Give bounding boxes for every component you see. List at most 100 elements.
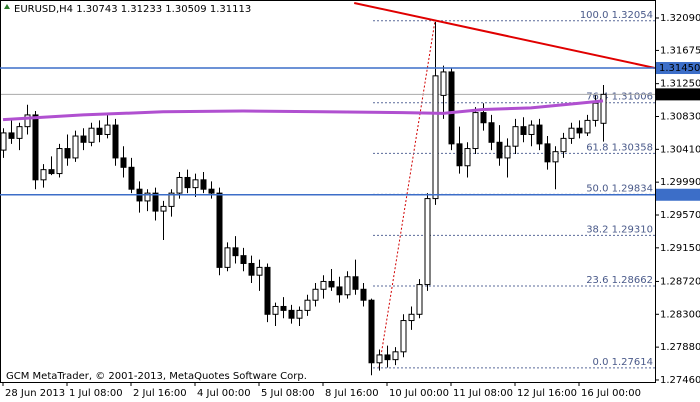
chart-header: EURUSD,H4 1.30743 1.31233 1.30509 1.3111… — [14, 4, 251, 15]
candle-body — [496, 141, 503, 159]
symbol-icon — [4, 4, 10, 9]
fibo-level-text: 23.6 — [586, 275, 608, 286]
y-tick-label: 1.30410 — [660, 144, 700, 155]
y-tick-label: 1.32090 — [660, 13, 700, 24]
candle-body — [528, 124, 535, 135]
candle-body — [368, 299, 375, 364]
candle-body — [376, 354, 383, 364]
fibo-price-text: 1.31006 — [612, 92, 653, 103]
fibo-price-text: 1.27614 — [612, 357, 653, 368]
fibo-level-text: 100.0 — [580, 10, 609, 21]
fibo-price-text: 1.29834 — [612, 183, 653, 194]
plot-area — [0, 0, 656, 383]
candle-body — [344, 276, 351, 296]
candle-body — [104, 124, 111, 135]
candle-body — [440, 71, 447, 96]
candle-body — [424, 198, 431, 286]
moving-average — [2, 99, 604, 122]
y-tick-label: 1.29570 — [660, 210, 700, 221]
candle-body — [584, 119, 591, 134]
hline-label-box — [656, 188, 700, 201]
y-tick-label: 1.27460 — [660, 375, 700, 386]
fibo-price-text: 1.30358 — [612, 142, 653, 153]
candle-body — [192, 179, 199, 189]
candle-body — [88, 127, 95, 143]
y-tick-label: 1.31675 — [660, 45, 700, 56]
x-tick-label: 5 Jul 08:00 — [261, 388, 315, 399]
candle-body — [128, 166, 135, 190]
candle-body — [144, 192, 151, 202]
candle-body — [480, 112, 487, 124]
x-tick-label: 12 Jul 16:00 — [517, 388, 577, 399]
x-tick-label: 2 Jul 16:00 — [133, 388, 187, 399]
candle-body — [296, 309, 303, 319]
candle-body — [48, 169, 55, 175]
candle-body — [504, 145, 511, 159]
candle-body — [552, 151, 559, 163]
candle-body — [464, 148, 471, 167]
candle-body — [264, 266, 271, 315]
candle-body — [320, 280, 327, 290]
candle-body — [448, 71, 455, 145]
candle-body — [224, 247, 231, 268]
x-tick-label: 8 Jul 16:00 — [325, 388, 379, 399]
hline-label-box — [656, 62, 700, 75]
candle-body — [488, 122, 495, 143]
candle-body — [24, 114, 31, 128]
fibo-level-text: 50.0 — [586, 183, 608, 194]
candle-body — [472, 112, 479, 150]
fibo-label: 38.2 1.29310 — [586, 224, 653, 235]
y-tick-label: 1.31250 — [660, 79, 700, 90]
candle-body — [112, 124, 119, 159]
candle-body — [272, 305, 279, 315]
plot-layer: 100.0 1.32054 76.4 1.31006 61.8 1.30358 50.… — [1, 1, 655, 376]
fibo-price-text: 1.29310 — [612, 224, 653, 235]
candle-body — [72, 135, 79, 159]
low: 1.30509 — [165, 4, 206, 15]
candle-body — [168, 192, 175, 207]
candle-body — [280, 305, 287, 311]
candle-body — [56, 148, 63, 175]
candle-body — [40, 169, 47, 181]
trendline — [353, 1, 655, 69]
x-tick-label: 4 Jul 00:00 — [197, 388, 251, 399]
candle-body — [80, 135, 87, 143]
x-tick-label: 16 Jul 00:00 — [581, 388, 641, 399]
candle-body — [408, 313, 415, 322]
candle-body — [176, 176, 183, 194]
fibo-price-text: 1.28662 — [612, 275, 653, 286]
candle-body — [120, 157, 127, 168]
candle-body — [568, 127, 575, 139]
candle-body — [600, 93, 607, 124]
candle-body — [32, 114, 39, 181]
candle-body — [184, 176, 191, 189]
candle-body — [520, 126, 527, 135]
candle-body — [216, 192, 223, 268]
hline-label: 1.31450 — [659, 63, 700, 74]
candle-body — [1, 132, 7, 151]
fibo-label: 61.8 1.30358 — [586, 142, 653, 153]
fibo-level-text: 61.8 — [586, 142, 608, 153]
candle-body — [416, 284, 423, 315]
fibo-label: 23.6 1.28662 — [586, 275, 653, 286]
y-tick-label: 1.30830 — [660, 111, 700, 122]
candle-body — [96, 127, 103, 135]
symbol: EURUSD,H4 — [14, 4, 73, 15]
candle-body — [312, 288, 319, 301]
x-tick-label: 11 Jul 08:00 — [453, 388, 513, 399]
x-tick-label: 10 Jul 00:00 — [389, 388, 449, 399]
candle-body — [256, 266, 263, 276]
candle-body — [536, 124, 543, 145]
candle-body — [336, 286, 343, 296]
candle-body — [240, 255, 247, 264]
candle-body — [400, 320, 407, 353]
candle-body — [288, 309, 295, 319]
y-tick-label: 1.29990 — [660, 177, 700, 188]
price-label-box — [656, 88, 700, 101]
price-label: 1.31113 — [659, 89, 700, 100]
y-tick-label: 1.27880 — [660, 342, 700, 353]
candle-body — [152, 192, 159, 212]
y-tick-label: 1.28300 — [660, 309, 700, 320]
fibo-trend — [378, 20, 436, 369]
